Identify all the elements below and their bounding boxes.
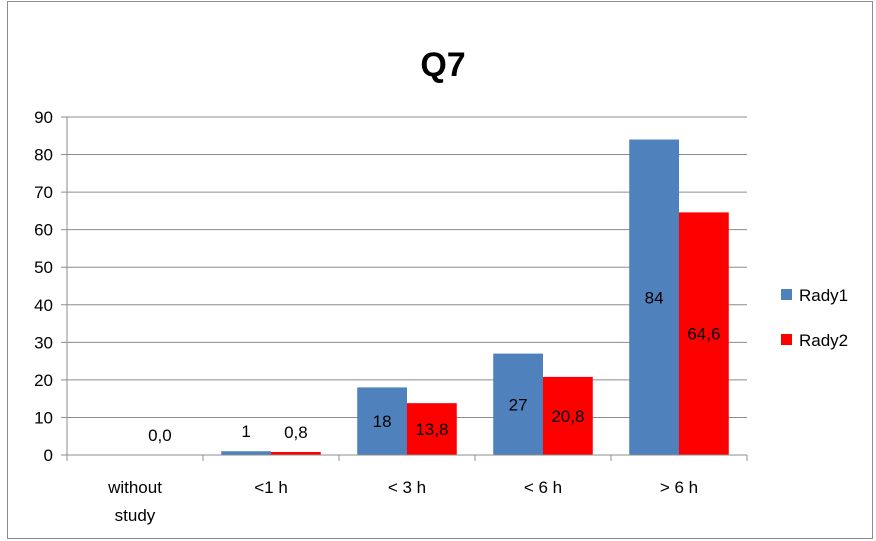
legend: Rady1 Rady2 [781,286,848,350]
y-tick-label: 60 [34,221,53,240]
x-tick-label: < 6 h [524,478,562,497]
data-label: 13,8 [415,420,448,439]
x-tick-label: > 6 h [660,478,698,497]
legend-label: Rady1 [799,286,848,305]
bar-rady1 [493,353,543,455]
x-tick-label: <1 h [254,478,288,497]
legend-swatch [781,334,792,345]
y-tick-label: 90 [34,108,53,127]
bar-rady1 [221,451,271,455]
legend-swatch [781,289,792,300]
y-tick-label: 50 [34,258,53,277]
bar-rady2 [543,376,593,455]
data-label: 0,8 [284,423,308,442]
y-tick-label: 70 [34,183,53,202]
bar-rady2 [679,212,729,455]
x-axis: without study <1 h < 3 h < 6 h > 6 h [66,454,748,525]
data-label: 20,8 [551,407,584,426]
data-labels: 1 18 27 84 0,0 0,8 13,8 20,8 64,6 [148,288,720,445]
y-tick-label: 40 [34,296,53,315]
data-label: 18 [373,412,392,431]
data-label: 1 [241,422,250,441]
chart-title: Q7 [420,46,465,84]
bars [221,139,729,456]
data-label: 27 [509,395,528,414]
y-axis: 0 10 20 30 40 50 60 70 80 90 [34,108,68,465]
data-label: 0,0 [148,426,172,445]
y-tick-label: 30 [34,333,53,352]
y-tick-label: 10 [34,408,53,427]
y-tick-label: 20 [34,371,53,390]
x-tick-label: < 3 h [388,478,426,497]
bar-rady2 [407,403,457,455]
x-tick-label: without [107,478,162,497]
data-label: 64,6 [687,325,720,344]
bar-rady2 [271,451,321,455]
y-tick-label: 80 [34,146,53,165]
data-label: 84 [645,288,664,307]
legend-label: Rady2 [799,331,848,350]
bar-rady1 [357,387,407,455]
bar-rady1 [629,139,679,456]
y-tick-label: 0 [44,446,53,465]
x-tick-label: study [115,506,156,525]
